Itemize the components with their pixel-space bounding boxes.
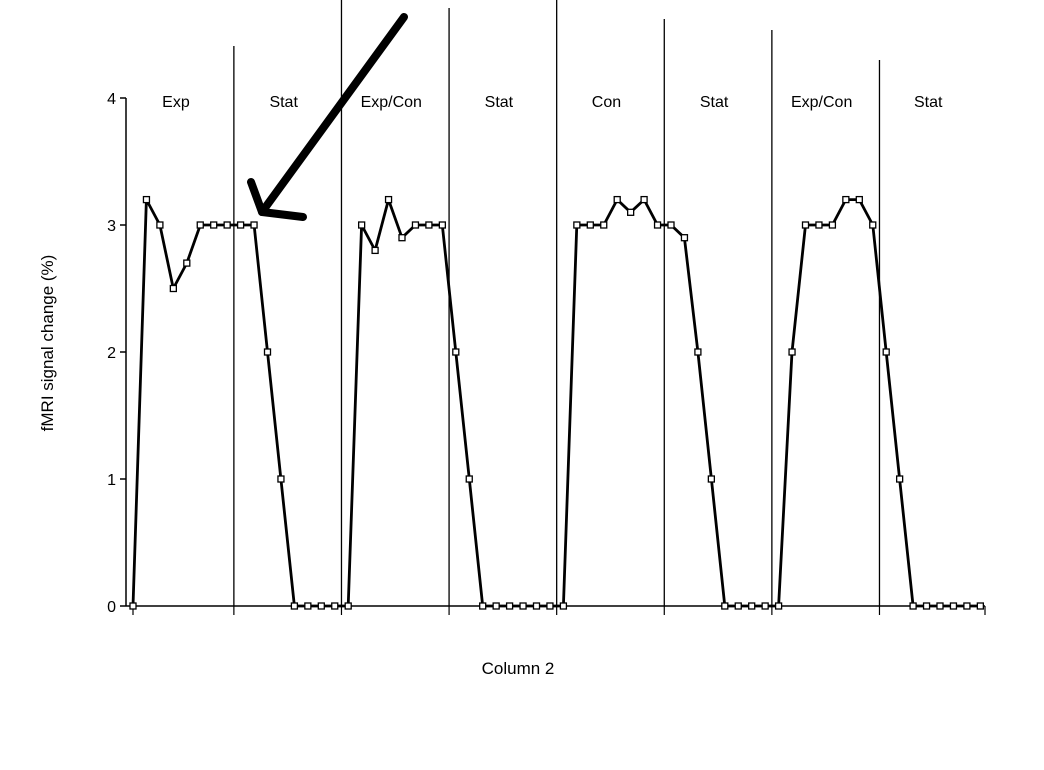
data-point xyxy=(384,195,393,204)
data-point xyxy=(411,221,420,229)
data-point xyxy=(344,602,352,610)
data-point xyxy=(290,602,299,610)
data-point xyxy=(640,195,648,204)
data-point xyxy=(882,348,890,356)
data-point xyxy=(169,284,178,293)
y-axis-label: fMRI signal change (%) xyxy=(38,255,57,432)
data-point xyxy=(479,602,487,610)
data-point xyxy=(613,195,621,204)
data-point xyxy=(398,234,406,242)
data-point xyxy=(976,602,984,610)
y-tick-label: 0 xyxy=(107,599,116,616)
phase-label: Exp xyxy=(162,94,190,111)
data-point xyxy=(694,348,702,356)
data-point xyxy=(600,221,608,229)
data-point xyxy=(801,221,810,229)
data-point xyxy=(573,221,581,229)
data-point xyxy=(653,221,662,229)
phase-label: Exp/Con xyxy=(791,94,852,111)
phase-dividers xyxy=(233,0,881,606)
data-point xyxy=(774,602,783,610)
data-point xyxy=(236,221,245,229)
data-point xyxy=(438,221,447,229)
data-point xyxy=(317,602,325,610)
data-point xyxy=(492,602,500,610)
data-point xyxy=(680,234,689,242)
y-tick-label: 3 xyxy=(107,218,116,235)
data-point xyxy=(546,602,554,610)
series-polyline xyxy=(131,198,981,608)
data-point xyxy=(761,602,769,610)
phase-label: Exp/Con xyxy=(361,94,422,111)
data-point xyxy=(842,195,850,204)
data-point xyxy=(452,348,460,356)
data-point xyxy=(142,195,151,204)
data-point xyxy=(465,475,473,483)
data-points xyxy=(129,195,984,610)
data-point xyxy=(210,221,218,229)
data-point xyxy=(425,221,433,229)
data-point xyxy=(869,221,877,229)
phase-label: Stat xyxy=(914,94,943,111)
data-point xyxy=(815,221,823,229)
y-tick-label: 4 xyxy=(107,91,116,108)
data-point xyxy=(532,602,541,610)
data-point xyxy=(331,602,339,610)
data-point xyxy=(707,475,715,483)
y-tick-label: 1 xyxy=(107,472,116,489)
data-point xyxy=(304,602,312,610)
data-point xyxy=(949,602,958,610)
data-point xyxy=(721,602,729,610)
data-point xyxy=(183,259,191,267)
axes: 0 1 2 3 4 xyxy=(107,91,986,616)
y-tick-label: 2 xyxy=(107,345,116,362)
phase-label: Stat xyxy=(269,94,298,111)
data-point xyxy=(855,195,863,204)
x-axis-label: Column 2 xyxy=(482,659,555,678)
data-point xyxy=(357,221,366,229)
data-point xyxy=(129,602,137,610)
series-line xyxy=(131,198,981,608)
annotation-arrow xyxy=(247,13,408,221)
data-point xyxy=(196,221,204,229)
data-point xyxy=(667,221,675,229)
data-point xyxy=(277,475,285,483)
phase-labels: Exp Stat Exp/Con Stat Con Stat Exp/Con Stat xyxy=(162,94,943,111)
data-point xyxy=(828,221,837,229)
phase-label: Stat xyxy=(485,94,514,111)
data-point xyxy=(936,602,944,610)
data-point xyxy=(586,221,594,229)
data-point xyxy=(371,246,379,255)
data-point xyxy=(788,348,796,356)
data-point xyxy=(963,602,971,610)
data-point xyxy=(223,221,231,229)
data-point xyxy=(519,602,527,610)
phase-label: Stat xyxy=(700,94,729,111)
phase-label: Con xyxy=(592,94,621,111)
data-point xyxy=(627,208,635,216)
data-point xyxy=(263,348,272,356)
data-point xyxy=(505,602,514,610)
data-point xyxy=(559,602,568,610)
data-point xyxy=(896,475,904,483)
data-point xyxy=(909,602,917,610)
data-point xyxy=(734,602,742,610)
data-point xyxy=(156,221,164,229)
data-point xyxy=(922,602,931,610)
data-point xyxy=(250,221,258,229)
data-point xyxy=(748,602,756,610)
